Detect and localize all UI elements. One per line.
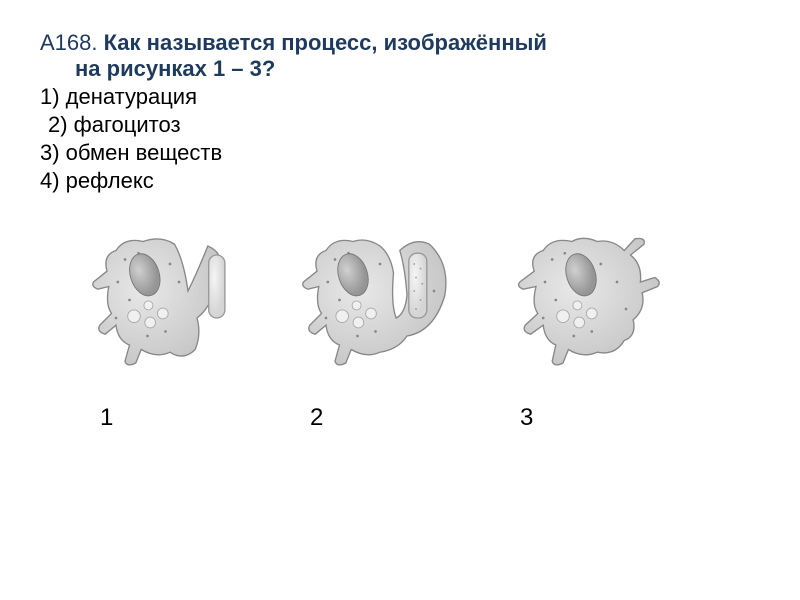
figure-label-1: 1	[100, 404, 113, 432]
figure-label-3: 3	[520, 404, 533, 432]
answer-option-1: 1) денатурация	[40, 84, 760, 110]
diagram-container: 1	[40, 219, 760, 432]
question-text-1: Как называется процесс, изображённый	[104, 30, 547, 55]
answer-option-4: 4) рефлекс	[40, 168, 760, 194]
cell-figure-3: 3	[500, 219, 680, 432]
amoeba-2-icon	[290, 219, 470, 399]
cell-figure-2: 2	[290, 219, 470, 432]
question-block: А168. Как называется процесс, изображённ…	[40, 30, 760, 194]
question-line2: на рисунках 1 – 3?	[75, 56, 760, 82]
answer-option-3: 3) обмен веществ	[40, 140, 760, 166]
figure-label-2: 2	[310, 404, 323, 432]
amoeba-1-icon	[80, 219, 260, 399]
question-line1: А168. Как называется процесс, изображённ…	[40, 30, 760, 56]
amoeba-3-icon	[500, 219, 680, 399]
cell-figure-1: 1	[80, 219, 260, 432]
question-number: А168.	[40, 30, 104, 55]
answer-option-2: 2) фагоцитоз	[48, 112, 760, 138]
